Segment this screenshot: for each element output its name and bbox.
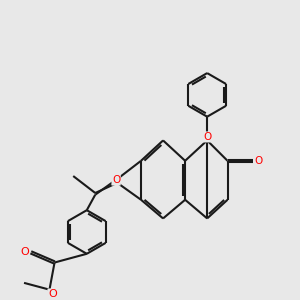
Text: O: O bbox=[48, 289, 57, 299]
Text: O: O bbox=[21, 247, 29, 257]
Text: O: O bbox=[254, 156, 262, 166]
Text: O: O bbox=[203, 132, 211, 142]
Text: O: O bbox=[112, 175, 120, 185]
